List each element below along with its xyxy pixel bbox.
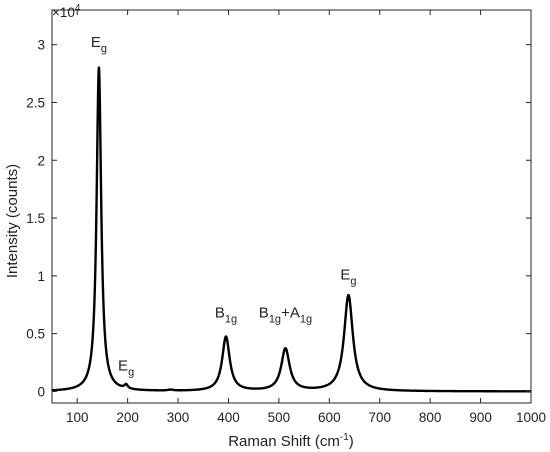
x-tick-label: 700 <box>368 410 391 425</box>
peak-label: B1g <box>215 304 237 325</box>
y-exponent-label: ×104 <box>52 3 81 20</box>
x-tick-label: 900 <box>469 410 492 425</box>
peak-label: Eg <box>118 358 134 379</box>
peak-label: Eg <box>340 266 356 287</box>
y-tick-label: 2.5 <box>26 95 45 110</box>
peak-label: Eg <box>91 34 107 55</box>
x-tick-label: 1000 <box>516 410 546 425</box>
y-axis-ticks: 0 0.5 1 1.5 2 2.5 3 <box>26 38 531 399</box>
peak-label: B1g+A1g <box>259 304 312 325</box>
x-tick-label: 800 <box>419 410 442 425</box>
y-tick-label: 0 <box>37 384 45 399</box>
x-axis-ticks: 100 200 300 400 500 600 700 800 900 1000 <box>66 10 546 425</box>
y-tick-label: 1.5 <box>26 211 45 226</box>
x-axis-title: Raman Shift (cm-1) <box>228 432 354 450</box>
y-tick-label: 1 <box>37 269 45 284</box>
plot-area <box>51 9 532 404</box>
y-tick-label: 0.5 <box>26 327 45 342</box>
x-tick-label: 300 <box>167 410 190 425</box>
spectrum-line <box>51 66 532 393</box>
x-tick-label: 600 <box>318 410 341 425</box>
plot-frame <box>51 9 532 404</box>
x-tick-label: 100 <box>66 410 89 425</box>
y-tick-label: 2 <box>37 153 45 168</box>
y-axis-title: Intensity (counts) <box>4 164 21 278</box>
y-tick-label: 3 <box>37 38 45 53</box>
x-tick-label: 200 <box>116 410 139 425</box>
x-tick-label: 400 <box>217 410 240 425</box>
x-tick-label: 500 <box>268 410 291 425</box>
peak-annotations: Eg Eg B1g B1g+A1g Eg <box>91 34 357 379</box>
